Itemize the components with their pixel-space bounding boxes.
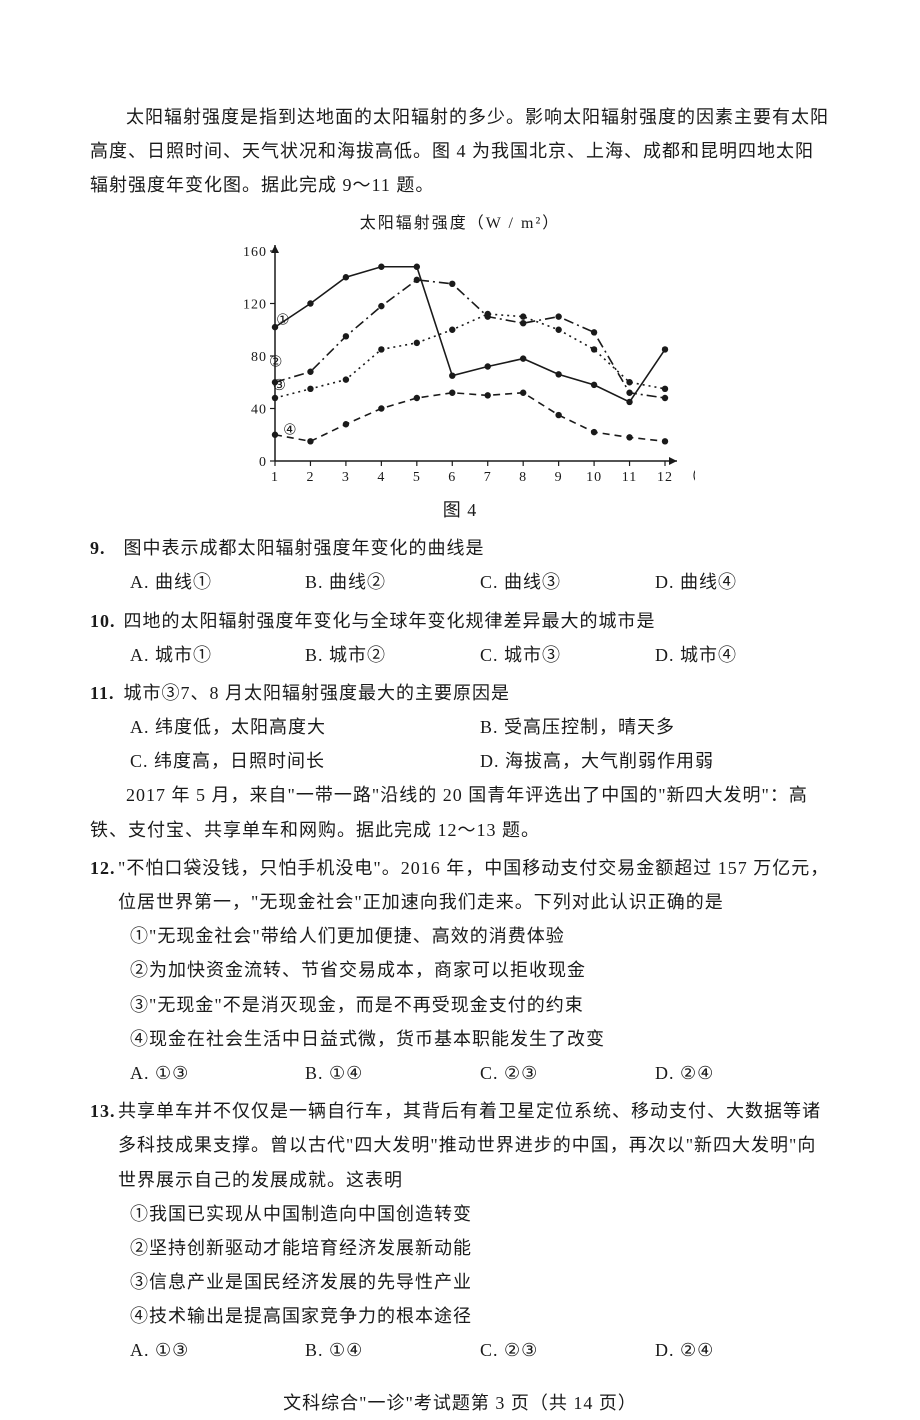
figure-caption: 图 4 [90, 493, 830, 527]
q10-opt-b: B. 城市② [305, 638, 480, 672]
q9-opt-a: A. 曲线① [130, 565, 305, 599]
question-13: 13. 共享单车并不仅仅是一辆自行车，其背后有着卫星定位系统、移动支付、大数据等… [90, 1094, 830, 1368]
svg-text:160: 160 [243, 245, 267, 260]
svg-text:80: 80 [251, 350, 267, 365]
svg-text:40: 40 [251, 402, 267, 417]
svg-text:10: 10 [586, 470, 602, 485]
page-footer: 文科综合"一诊"考试题第 3 页（共 14 页） [90, 1386, 830, 1420]
q12-stmt-3: ③"无现金"不是消灭现金，而是不再受现金支付的约束 [90, 988, 830, 1022]
q11-opt-c: C. 纬度高，日照时间长 [130, 744, 480, 778]
q13-number: 13. [90, 1094, 118, 1197]
q11-opt-d: D. 海拔高，大气削弱作用弱 [480, 744, 830, 778]
q9-opt-c: C. 曲线③ [480, 565, 655, 599]
svg-text:5: 5 [413, 470, 421, 485]
svg-text:8: 8 [519, 470, 527, 485]
q10-opt-a: A. 城市① [130, 638, 305, 672]
svg-text:120: 120 [243, 297, 267, 312]
svg-text:11: 11 [622, 470, 637, 485]
q13-opt-a: A. ①③ [130, 1333, 305, 1367]
question-9: 9. 图中表示成都太阳辐射强度年变化的曲线是 A. 曲线① B. 曲线② C. … [90, 531, 830, 599]
svg-text:④: ④ [283, 422, 297, 438]
q13-opt-b: B. ①④ [305, 1333, 480, 1367]
q10-stem: 四地的太阳辐射强度年变化与全球年变化规律差异最大的城市是 [124, 611, 656, 631]
q11-stem: 城市③7、8 月太阳辐射强度最大的主要原因是 [124, 683, 511, 703]
q13-options: A. ①③ B. ①④ C. ②③ D. ②④ [90, 1333, 830, 1367]
svg-text:7: 7 [484, 470, 492, 485]
q9-opt-d: D. 曲线④ [655, 565, 830, 599]
q10-number: 10. [90, 604, 118, 638]
q13-stmt-2: ②坚持创新驱动才能培育经济发展新动能 [90, 1231, 830, 1265]
svg-text:2: 2 [306, 470, 314, 485]
question-12: 12. "不怕口袋没钱，只怕手机没电"。2016 年，中国移动支付交易金额超过 … [90, 851, 830, 1090]
q9-options: A. 曲线① B. 曲线② C. 曲线③ D. 曲线④ [90, 565, 830, 599]
q12-opt-c: C. ②③ [480, 1056, 655, 1090]
svg-text:3: 3 [342, 470, 350, 485]
q12-opt-b: B. ①④ [305, 1056, 480, 1090]
q11-opt-a: A. 纬度低，太阳高度大 [130, 710, 480, 744]
svg-text:9: 9 [555, 470, 563, 485]
q10-opt-c: C. 城市③ [480, 638, 655, 672]
svg-text:③: ③ [273, 378, 287, 394]
radiation-chart: 04080120160123456789101112（月）①②③④ [225, 241, 695, 491]
q12-options: A. ①③ B. ①④ C. ②③ D. ②④ [90, 1056, 830, 1090]
svg-text:6: 6 [448, 470, 456, 485]
q13-stmt-1: ①我国已实现从中国制造向中国创造转变 [90, 1197, 830, 1231]
q9-opt-b: B. 曲线② [305, 565, 480, 599]
svg-text:1: 1 [271, 470, 279, 485]
q10-options: A. 城市① B. 城市② C. 城市③ D. 城市④ [90, 638, 830, 672]
chart-y-title: 太阳辐射强度（W / m²） [90, 209, 830, 239]
svg-text:（月）: （月） [683, 468, 695, 485]
q12-stem: "不怕口袋没钱，只怕手机没电"。2016 年，中国移动支付交易金额超过 157 … [118, 851, 830, 919]
svg-text:②: ② [269, 354, 283, 370]
chart-block: 太阳辐射强度（W / m²） 0408012016012345678910111… [90, 209, 830, 528]
q10-opt-d: D. 城市④ [655, 638, 830, 672]
q12-opt-d: D. ②④ [655, 1056, 830, 1090]
q13-stmt-4: ④技术输出是提高国家竞争力的根本途径 [90, 1299, 830, 1333]
q12-opt-a: A. ①③ [130, 1056, 305, 1090]
svg-text:12: 12 [657, 470, 673, 485]
svg-text:0: 0 [259, 455, 267, 470]
q11-opt-b: B. 受高压控制，晴天多 [480, 710, 830, 744]
question-10: 10. 四地的太阳辐射强度年变化与全球年变化规律差异最大的城市是 A. 城市① … [90, 604, 830, 672]
q11-number: 11. [90, 676, 118, 710]
q12-number: 12. [90, 851, 118, 919]
intro-paragraph: 太阳辐射强度是指到达地面的太阳辐射的多少。影响太阳辐射强度的因素主要有太阳高度、… [90, 100, 830, 203]
intro-12-13: 2017 年 5 月，来自"一带一路"沿线的 20 国青年评选出了中国的"新四大… [90, 778, 830, 846]
q11-options: A. 纬度低，太阳高度大 B. 受高压控制，晴天多 C. 纬度高，日照时间长 D… [90, 710, 830, 778]
q13-stmt-3: ③信息产业是国民经济发展的先导性产业 [90, 1265, 830, 1299]
q12-stmt-4: ④现金在社会生活中日益式微，货币基本职能发生了改变 [90, 1022, 830, 1056]
q13-stem: 共享单车并不仅仅是一辆自行车，其背后有着卫星定位系统、移动支付、大数据等诸多科技… [118, 1094, 830, 1197]
q12-stmt-1: ①"无现金社会"带给人们更加便捷、高效的消费体验 [90, 919, 830, 953]
q13-opt-c: C. ②③ [480, 1333, 655, 1367]
question-11: 11. 城市③7、8 月太阳辐射强度最大的主要原因是 A. 纬度低，太阳高度大 … [90, 676, 830, 779]
q9-stem: 图中表示成都太阳辐射强度年变化的曲线是 [124, 538, 485, 558]
q13-opt-d: D. ②④ [655, 1333, 830, 1367]
q9-number: 9. [90, 531, 118, 565]
q12-stmt-2: ②为加快资金流转、节省交易成本，商家可以拒收现金 [90, 953, 830, 987]
svg-text:①: ① [276, 312, 290, 328]
svg-text:4: 4 [377, 470, 385, 485]
